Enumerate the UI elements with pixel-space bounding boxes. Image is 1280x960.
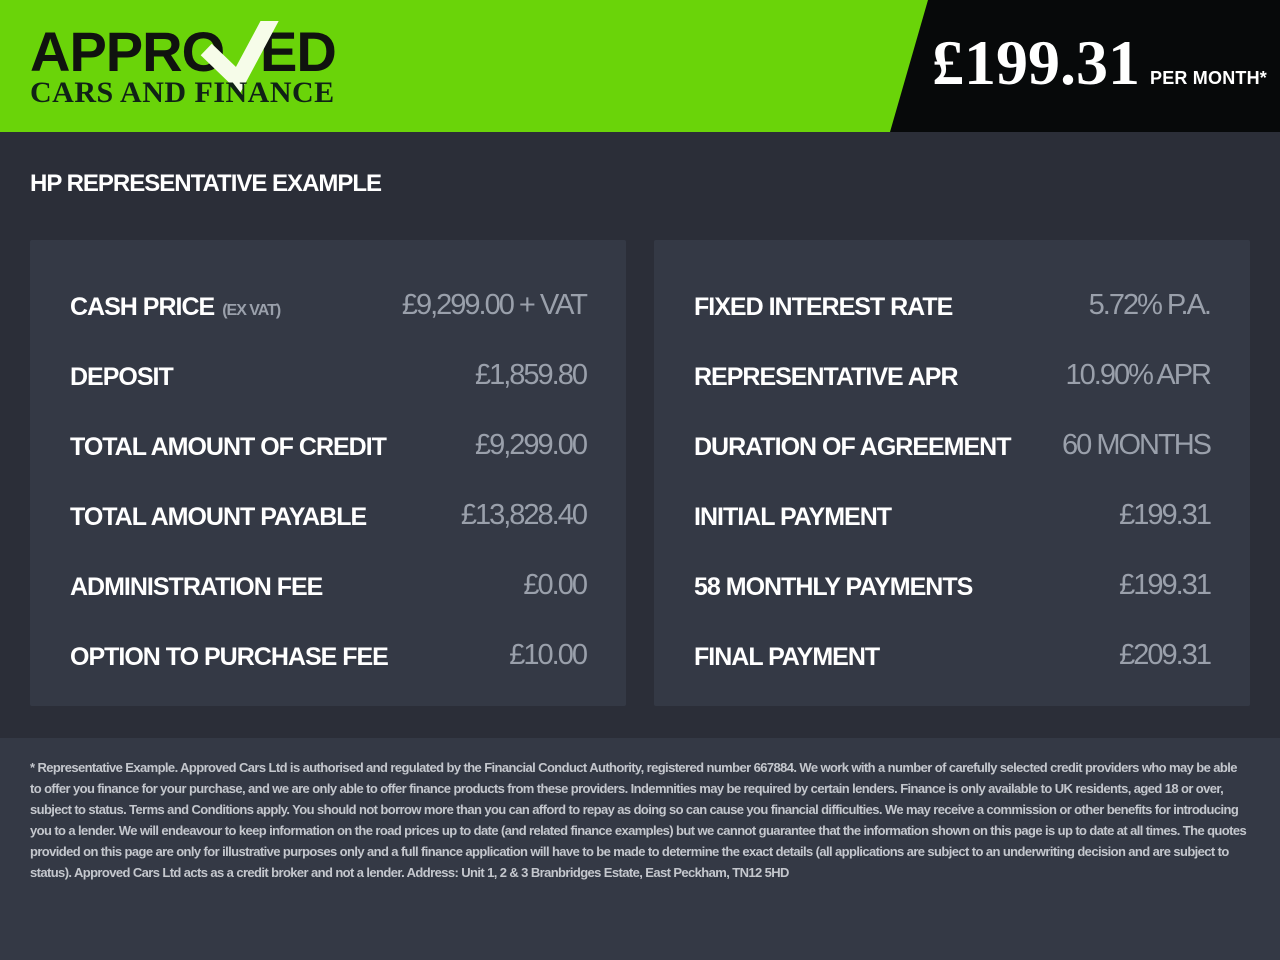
svg-text:CARS AND FINANCE: CARS AND FINANCE — [30, 76, 335, 107]
svg-text:APPRO: APPRO — [30, 21, 224, 83]
